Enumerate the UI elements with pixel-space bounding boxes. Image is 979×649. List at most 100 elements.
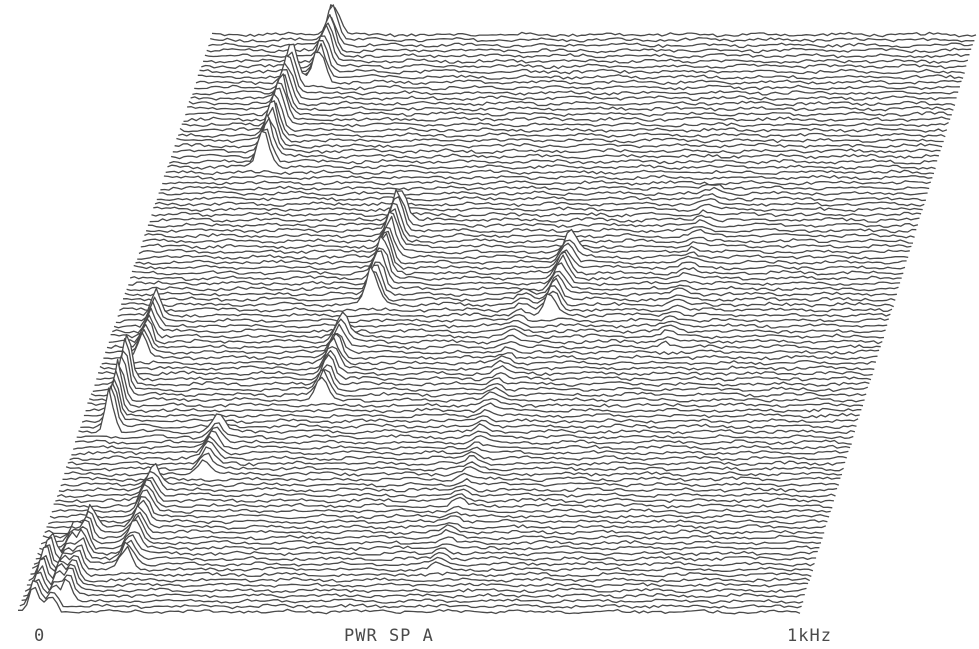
spectrum-trace [78,387,856,435]
spectrum-trace [26,557,809,588]
spectrum-trace [149,190,920,223]
trace-occluder [41,519,822,548]
trace-occluder [156,193,926,204]
spectrum-trace [135,230,907,265]
spectrum-trace [39,526,820,552]
spectrum-trace [131,235,904,276]
spectrum-trace [151,209,922,218]
spectrum-trace [138,215,910,255]
trace-occluder [210,4,975,45]
trace-occluder [187,74,954,114]
spectrum-trace [55,479,834,504]
trace-occluder [131,236,904,278]
spectrum-trace [162,180,931,186]
spectrum-trace [73,430,851,451]
spectrum-trace [197,43,964,80]
spectrum-trace [110,311,885,340]
spectrum-trace [181,87,949,128]
trace-occluder [151,209,922,219]
spectrum-trace [208,16,973,49]
x-tick-label-end: 1kHz [787,626,832,646]
spectrum-trace [64,459,843,477]
trace-occluder [117,288,891,320]
spectrum-trace [48,499,828,525]
trace-occluder [62,473,841,484]
spectrum-trace [160,183,930,192]
spectrum-trace [188,69,956,107]
trace-occluder [190,62,957,103]
spectrum-trace [21,578,804,604]
spectrum-trace [204,22,970,59]
trace-occluder [176,100,944,145]
spectrum-trace [35,532,817,562]
trace-occluder [50,496,830,521]
trace-occluder [212,4,976,40]
trace-occluder [165,170,934,177]
spectrum-trace [37,528,818,557]
spectrum-trace [144,202,915,239]
spectrum-trace [58,470,838,493]
spectrum-trace [211,4,977,38]
x-tick-label-start: 0 [34,626,45,646]
spectrum-trace [42,514,823,541]
trace-occluder [23,572,805,601]
trace-occluder [160,184,930,193]
trace-occluder [149,190,920,225]
spectrum-trace [69,440,847,461]
spectrum-trace [126,261,899,292]
spectrum-trace [183,82,951,123]
spectrum-trace [124,264,897,297]
spectrum-trace [176,100,944,144]
spectrum-trace [108,318,883,345]
spectrum-trace [98,349,873,377]
spectrum-trace [106,323,881,350]
trace-occluder [171,118,939,161]
spectrum-trace [94,337,870,387]
trace-occluder [75,427,852,447]
spectrum-trace [40,519,822,546]
trace-occluder [69,441,847,463]
spectrum-trace [51,489,831,514]
spectrum-trace [179,93,948,133]
trace-occluder [105,329,880,357]
spectrum-trace [87,358,864,408]
spectrum-trace [30,545,812,578]
spectrum-trace [33,536,815,567]
spectrum-trace [101,337,876,366]
trace-occluder [19,580,802,611]
spectrum-trace [129,247,902,282]
spectrum-trace [165,169,935,176]
spectrum-trace [28,554,811,583]
spectrum-trace [46,503,827,530]
trace-occluder [194,52,960,92]
spectrum-trace [67,446,846,467]
spectrum-trace [96,334,872,382]
trace-occluder [192,55,959,98]
spectrum-trace [172,113,941,154]
spectrum-trace [44,510,825,536]
spectrum-trace [105,328,880,356]
spectrum-trace [74,426,852,445]
spectrum-trace [187,74,954,112]
trace-occluder [128,251,901,288]
spectrum-trace [62,472,841,483]
spectrum-trace [92,350,869,393]
spectrum-trace [83,378,860,419]
spectrum-trace [115,296,889,324]
spectrum-trace [19,580,802,610]
trace-occluder [37,529,818,558]
trace-occluder [137,227,909,262]
spectrum-trace [56,476,836,499]
spectrum-trace [24,565,807,594]
spectrum-trace [90,355,867,398]
trace-occluder [206,14,972,55]
spectrum-trace [156,193,926,202]
spectrum-trace [146,196,917,234]
spectrum-trace [121,265,894,308]
spectrum-trace [117,287,891,319]
spectrum-trace [85,369,862,414]
trace-occluder [78,388,855,436]
spectrum-trace [178,102,946,139]
spectrum-trace [190,62,957,101]
